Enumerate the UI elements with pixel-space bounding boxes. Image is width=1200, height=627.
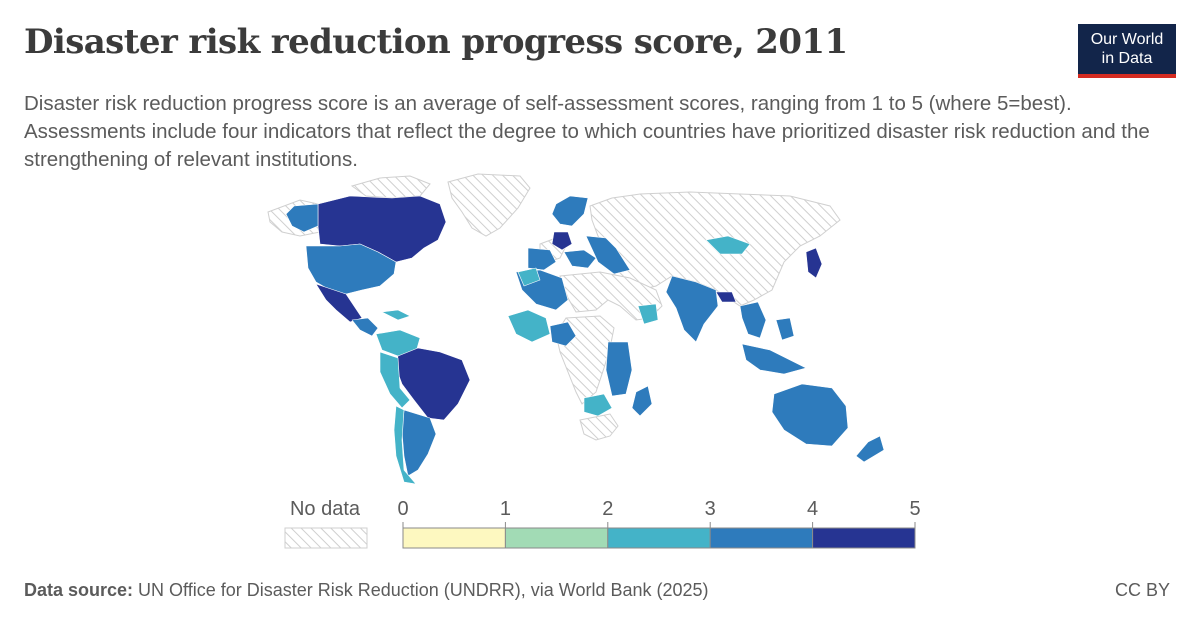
- region-morocco[interactable]: [517, 267, 541, 287]
- owid-logo[interactable]: Our World in Data: [1078, 24, 1176, 78]
- region-east-africa[interactable]: [605, 341, 633, 397]
- legend-bin-4[interactable]: [812, 527, 916, 549]
- license-link[interactable]: CC BY: [1114, 580, 1170, 600]
- region-alaska[interactable]: [285, 203, 319, 233]
- legend-bin-3[interactable]: [709, 527, 814, 549]
- canada-arctic-islands: [350, 175, 431, 199]
- region-new-zealand[interactable]: [855, 435, 885, 463]
- legend-tick-label-5: 5: [909, 498, 920, 520]
- source-text: UN Office for Disaster Risk Reduction (U…: [133, 580, 709, 600]
- legend-tick-label-2: 2: [602, 498, 613, 520]
- region-indonesia[interactable]: [741, 343, 807, 375]
- region-argentina[interactable]: [401, 409, 437, 477]
- region-usa[interactable]: [305, 243, 397, 295]
- southern-africa-region: [579, 413, 619, 441]
- world-map[interactable]: No data 0 1 2 3 4 5: [0, 0, 1200, 570]
- region-southeast-asia[interactable]: [739, 301, 767, 339]
- legend-tick-label-3: 3: [705, 498, 716, 520]
- region-ukraine-turkey[interactable]: [585, 235, 631, 275]
- chart-subtitle: Disaster risk reduction progress score i…: [24, 92, 1150, 171]
- region-nigeria[interactable]: [549, 321, 577, 347]
- region-france-spain[interactable]: [527, 247, 557, 271]
- region-japan[interactable]: [805, 247, 823, 279]
- region-australia[interactable]: [771, 383, 849, 447]
- legend-tick-label-1: 1: [500, 498, 511, 520]
- region-zambia-zimbabwe[interactable]: [583, 393, 613, 417]
- greenland-region: [447, 173, 531, 237]
- source-label: Data source:: [24, 580, 134, 600]
- region-canada[interactable]: [317, 195, 447, 263]
- region-west-africa-coast[interactable]: [507, 309, 551, 343]
- region-philippines[interactable]: [775, 317, 795, 341]
- region-scandinavia[interactable]: [551, 195, 589, 227]
- region-germany[interactable]: [551, 231, 573, 251]
- legend-no-data-label: No data: [290, 498, 361, 520]
- legend: No data 0 1 2 3 4 5: [284, 498, 921, 549]
- region-madagascar[interactable]: [631, 385, 653, 417]
- logo-line-2: in Data: [1101, 50, 1153, 67]
- legend-bin-0[interactable]: [402, 527, 506, 549]
- region-nepal-bangladesh[interactable]: [715, 291, 737, 303]
- middle-east-north-africa-region: [559, 271, 663, 321]
- region-central-america[interactable]: [351, 317, 379, 337]
- region-peru-bolivia[interactable]: [379, 351, 411, 409]
- region-italy-balkans[interactable]: [563, 249, 597, 269]
- region-brazil[interactable]: [395, 347, 471, 421]
- legend-tick-label-4: 4: [807, 498, 818, 520]
- countries-with-data: [285, 195, 885, 485]
- region-india[interactable]: [665, 275, 719, 343]
- footer-source: Data source: UN Office for Disaster Risk…: [24, 580, 709, 601]
- legend-bin-2[interactable]: [607, 527, 711, 549]
- chart-title: Disaster risk reduction progress score, …: [24, 22, 848, 62]
- legend-scale: 0 1 2 3 4 5: [397, 498, 921, 549]
- logo-line-1: Our World: [1090, 31, 1164, 48]
- legend-tick-label-0: 0: [397, 498, 408, 520]
- region-horn-of-africa[interactable]: [637, 303, 659, 325]
- legend-no-data-swatch: [284, 527, 368, 549]
- legend-bin-1[interactable]: [504, 527, 609, 549]
- region-chile[interactable]: [393, 405, 417, 485]
- region-mongolia[interactable]: [705, 235, 751, 255]
- region-caribbean[interactable]: [381, 309, 411, 321]
